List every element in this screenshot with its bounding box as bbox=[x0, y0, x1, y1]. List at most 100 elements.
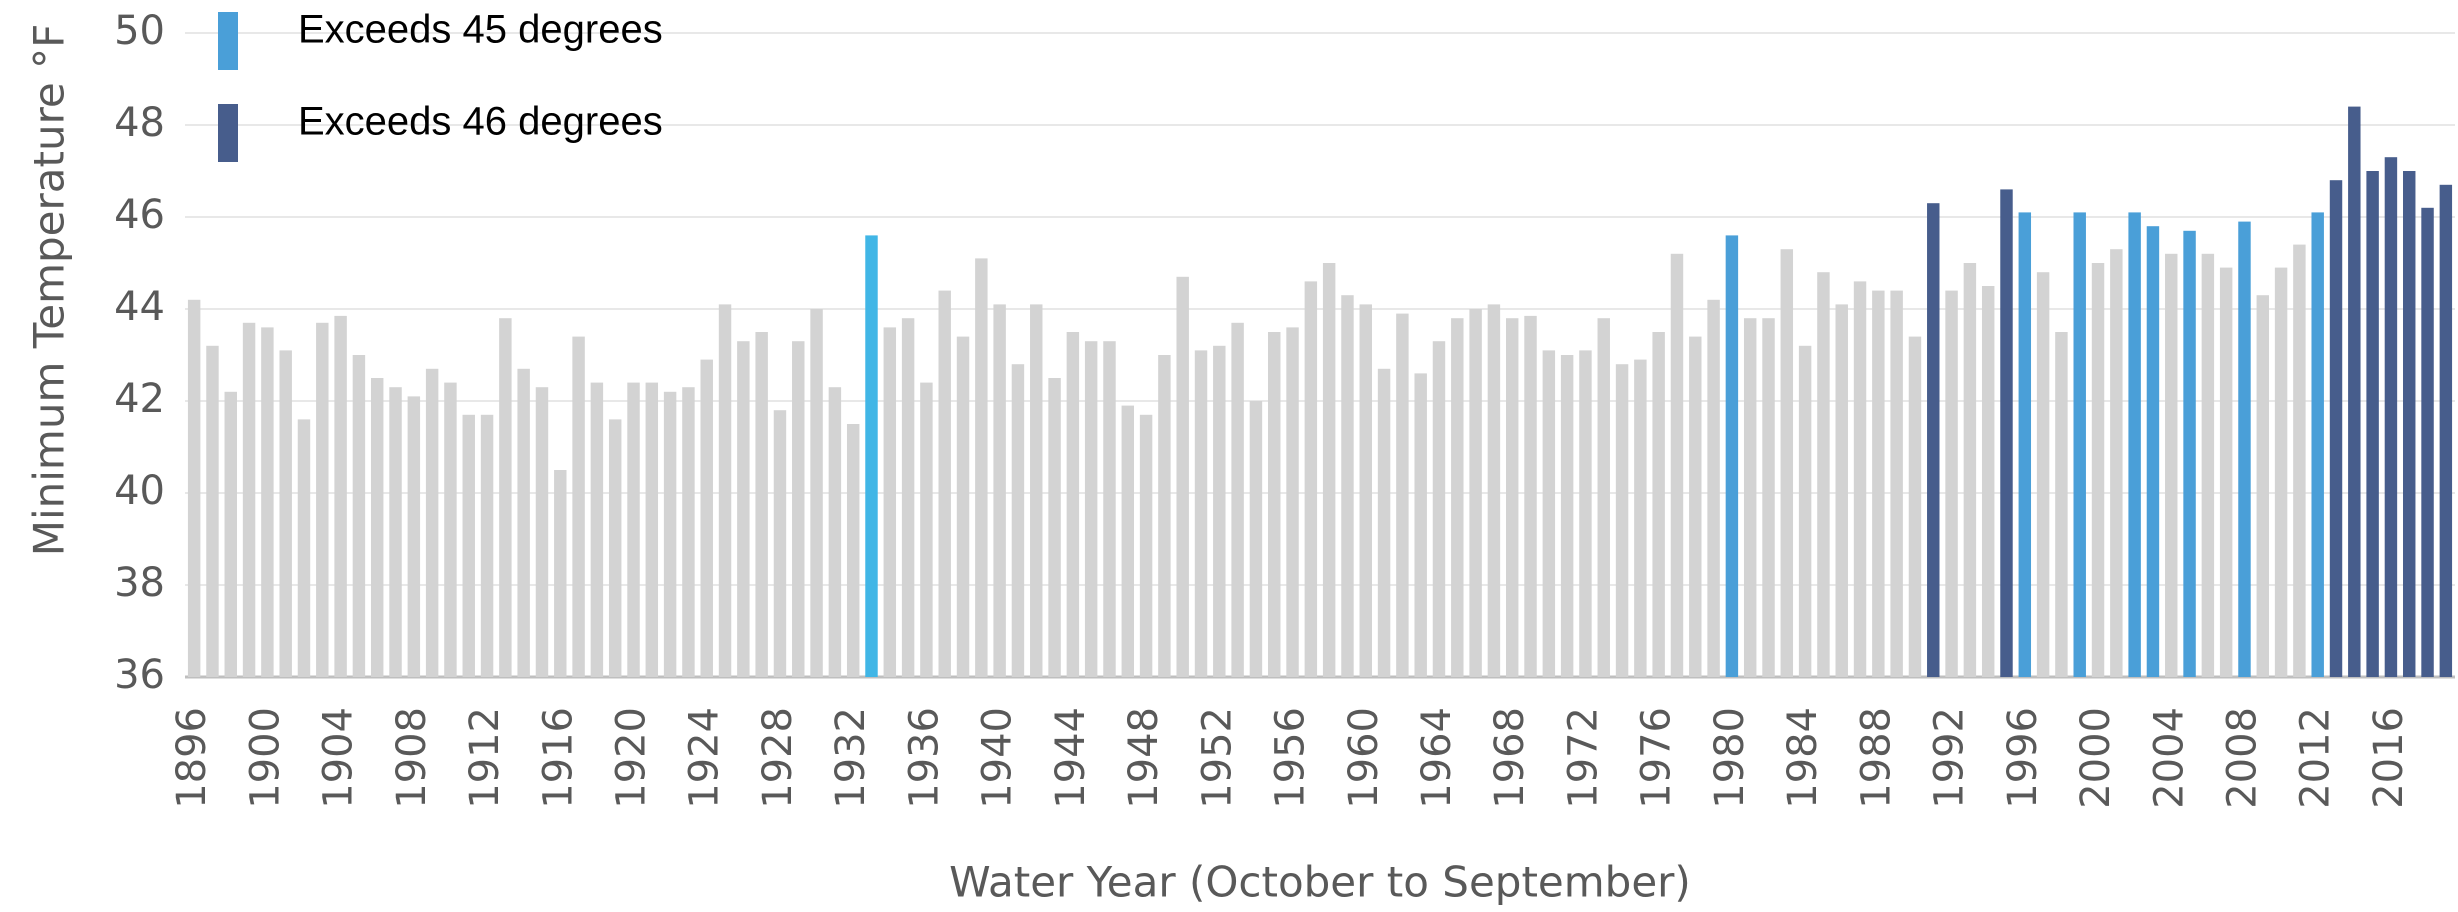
x-tick-label: 1992 bbox=[1927, 707, 1973, 809]
x-tick-label: 1964 bbox=[1414, 707, 1460, 809]
bar bbox=[2110, 249, 2123, 677]
x-tick-label: 1936 bbox=[901, 707, 947, 809]
bar bbox=[920, 382, 933, 677]
legend-swatch bbox=[218, 104, 238, 162]
x-tick-label: 1996 bbox=[2000, 707, 2046, 809]
bar bbox=[627, 382, 640, 677]
x-tick-label: 2012 bbox=[2293, 707, 2339, 809]
bar bbox=[1615, 364, 1629, 677]
bar bbox=[444, 382, 457, 677]
bar bbox=[1322, 263, 1336, 677]
x-tick-label: 1980 bbox=[1707, 707, 1753, 809]
bar bbox=[2311, 212, 2324, 677]
bar bbox=[846, 424, 860, 677]
bar bbox=[370, 378, 384, 677]
y-axis-title: Minimum Temperature °F bbox=[25, 24, 74, 557]
bar bbox=[187, 299, 201, 677]
bar bbox=[2348, 106, 2361, 678]
bar bbox=[1213, 345, 1226, 677]
x-tick-label: 1940 bbox=[975, 707, 1021, 809]
bar bbox=[1853, 281, 1867, 677]
bar bbox=[1762, 318, 1775, 677]
x-tick-label: 1908 bbox=[389, 707, 435, 809]
bar bbox=[1505, 318, 1519, 677]
bar bbox=[334, 315, 347, 677]
bar bbox=[2403, 171, 2416, 677]
bar bbox=[2329, 180, 2343, 677]
bar bbox=[810, 309, 823, 677]
bar bbox=[682, 387, 695, 677]
bar bbox=[700, 359, 713, 677]
bar bbox=[2219, 267, 2233, 677]
x-tick-label: 1912 bbox=[462, 707, 508, 809]
legend-swatch bbox=[218, 12, 238, 70]
y-tick-label: 42 bbox=[114, 376, 165, 422]
legend-label: Exceeds 46 degrees bbox=[298, 100, 663, 144]
x-tick-label: 2004 bbox=[2146, 707, 2192, 809]
bar bbox=[1249, 401, 1263, 677]
bar bbox=[975, 258, 988, 677]
bar bbox=[297, 419, 311, 677]
bar bbox=[1304, 281, 1318, 677]
bar bbox=[1542, 350, 1556, 677]
bar bbox=[1634, 359, 1647, 677]
bar bbox=[389, 387, 402, 677]
bar bbox=[1103, 341, 1116, 677]
bar bbox=[1725, 235, 1739, 677]
bar bbox=[261, 327, 274, 677]
bar bbox=[737, 341, 750, 677]
bar bbox=[1927, 203, 1940, 677]
bar bbox=[828, 387, 842, 677]
bar bbox=[1048, 378, 1061, 677]
x-tick-label: 1916 bbox=[535, 707, 581, 809]
bar bbox=[554, 470, 567, 677]
y-tick-label: 46 bbox=[114, 192, 165, 238]
y-tick-label: 38 bbox=[114, 560, 165, 606]
x-tick-label: 1900 bbox=[242, 707, 288, 809]
bar bbox=[572, 336, 585, 677]
bar bbox=[901, 318, 915, 677]
bar bbox=[2256, 295, 2270, 677]
bar bbox=[718, 304, 732, 677]
x-tick-label: 1924 bbox=[682, 707, 728, 809]
x-tick-label: 1988 bbox=[1853, 707, 1899, 809]
bar bbox=[206, 345, 219, 677]
bar bbox=[2055, 332, 2068, 677]
bar bbox=[755, 332, 768, 677]
x-tick-label: 2008 bbox=[2219, 707, 2265, 809]
bar bbox=[517, 368, 530, 677]
bar bbox=[1560, 355, 1574, 677]
bar bbox=[883, 327, 897, 677]
x-tick-label: 2016 bbox=[2366, 707, 2412, 809]
bar bbox=[1835, 304, 1848, 677]
bar bbox=[1707, 299, 1720, 677]
legend-label: Exceeds 45 degrees bbox=[298, 8, 663, 52]
bar bbox=[279, 350, 292, 677]
bar bbox=[2238, 221, 2251, 677]
bar bbox=[1963, 263, 1977, 677]
bar bbox=[480, 414, 494, 677]
x-tick-label: 1952 bbox=[1194, 707, 1240, 809]
bar bbox=[1066, 332, 1080, 677]
bar bbox=[1817, 272, 1830, 677]
bar bbox=[316, 322, 329, 677]
bar bbox=[1414, 373, 1427, 677]
bar bbox=[1194, 350, 1208, 677]
y-tick-label: 50 bbox=[114, 8, 165, 54]
bar bbox=[2128, 212, 2141, 677]
x-tick-label: 1896 bbox=[169, 707, 215, 809]
y-tick-label: 40 bbox=[114, 468, 165, 514]
bar bbox=[1341, 295, 1354, 677]
bar bbox=[1579, 350, 1592, 677]
x-tick-label: 1948 bbox=[1121, 707, 1167, 809]
bar bbox=[2036, 272, 2050, 677]
bar bbox=[1139, 414, 1153, 677]
bar bbox=[462, 414, 475, 677]
bar bbox=[1377, 368, 1391, 677]
bar bbox=[993, 304, 1006, 677]
bar bbox=[1084, 341, 1098, 677]
bar bbox=[1176, 276, 1189, 677]
bar bbox=[865, 235, 878, 677]
bar bbox=[1597, 318, 1610, 677]
